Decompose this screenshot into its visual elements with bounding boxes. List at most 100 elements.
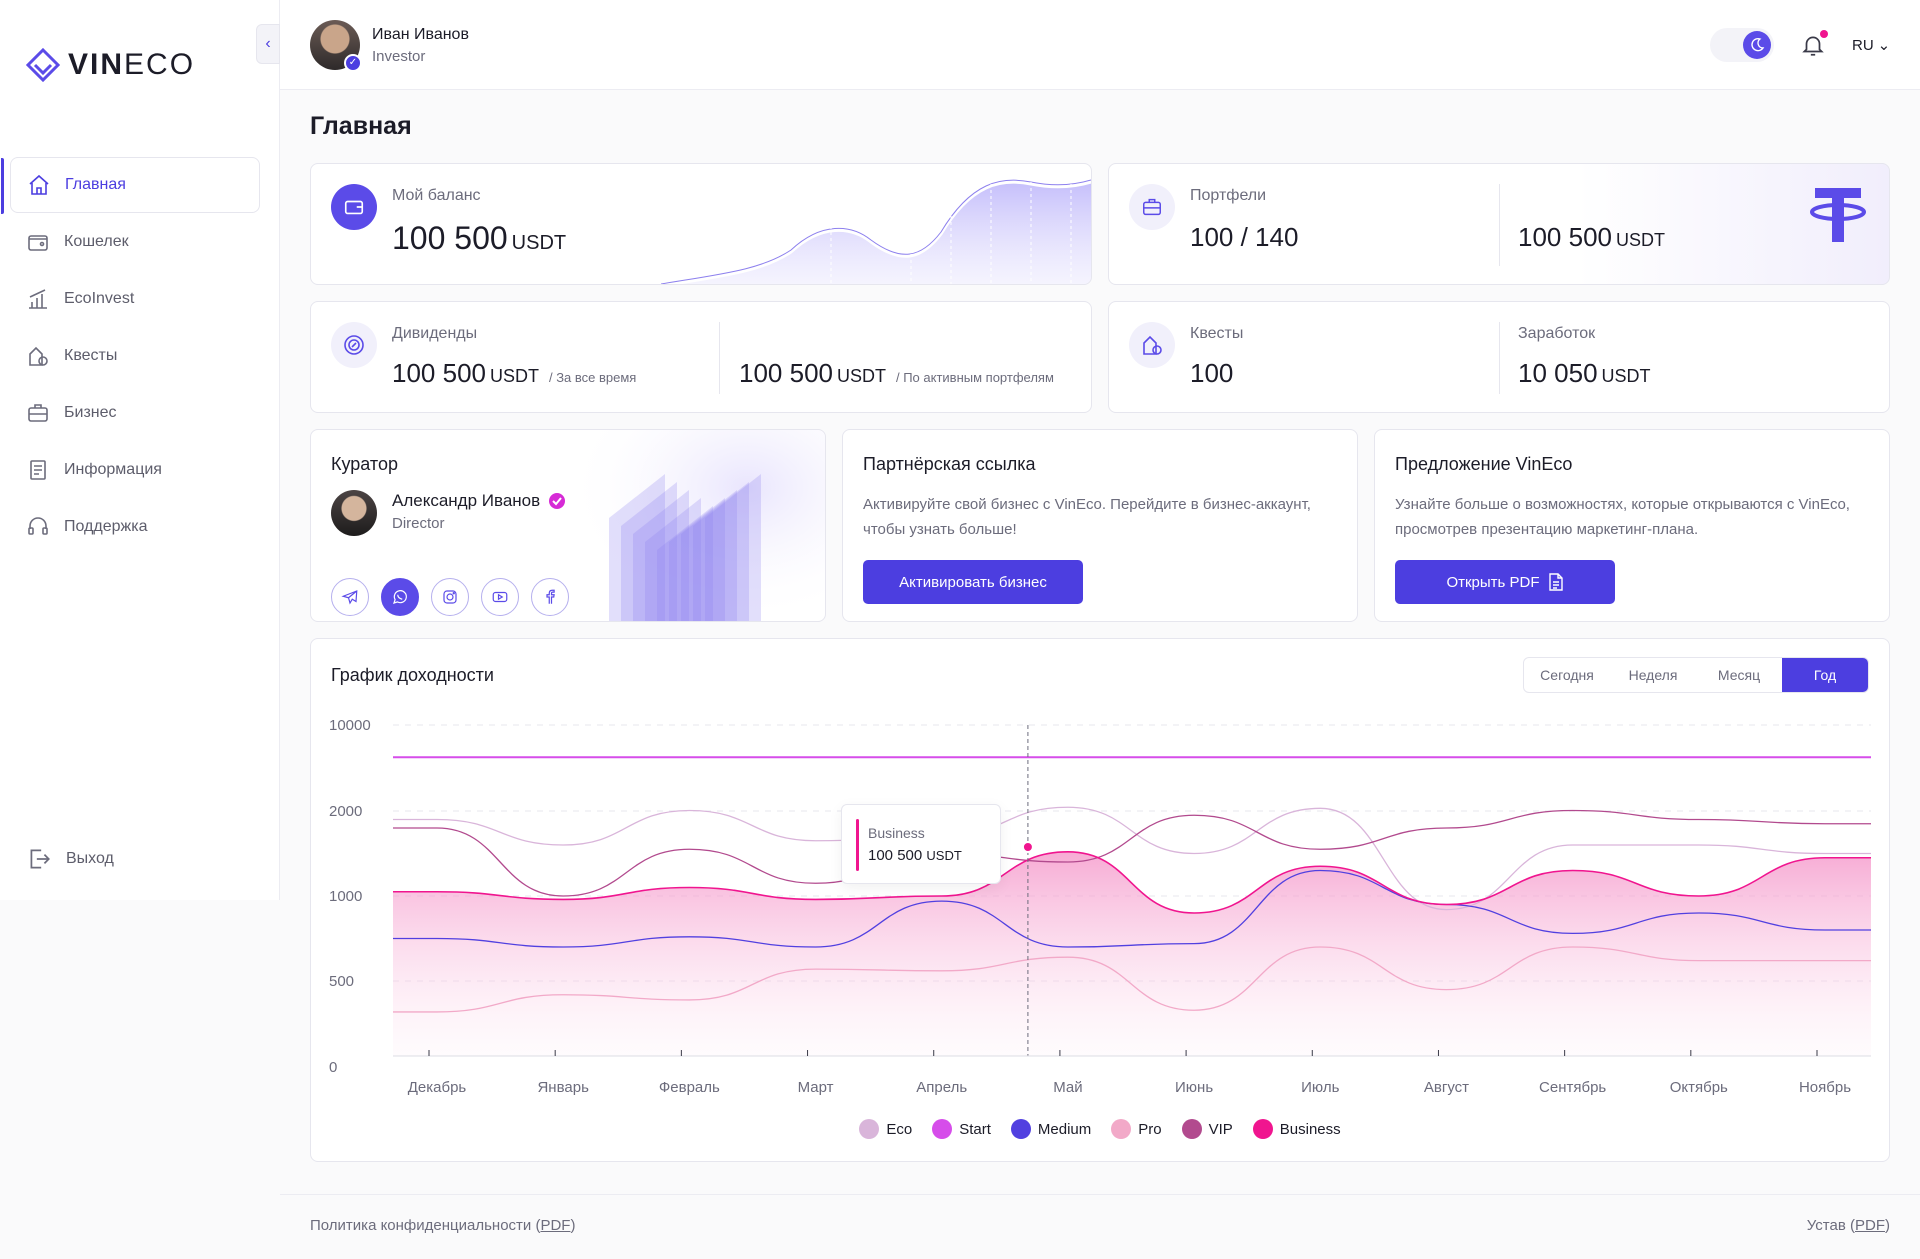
sidebar-item-ecoinvest[interactable]: EcoInvest <box>10 271 260 327</box>
instagram-button[interactable] <box>431 578 469 616</box>
user-role: Investor <box>372 47 426 65</box>
series-line-medium <box>393 869 1871 948</box>
youtube-button[interactable] <box>481 578 519 616</box>
briefcase-icon <box>1129 184 1175 230</box>
logout-label: Выход <box>66 850 114 867</box>
earnings-value: 10 050 USDT <box>1518 358 1651 388</box>
quests-label: Квесты <box>1190 325 1244 342</box>
whatsapp-icon <box>393 590 407 604</box>
quests-value: 100 <box>1190 358 1234 388</box>
chevron-down-icon: ⌄ <box>1877 37 1891 54</box>
telegram-icon <box>341 590 358 605</box>
balance-value: 100 500 USDT <box>392 220 567 256</box>
sidebar-item-quests[interactable]: Квесты <box>10 328 260 384</box>
quests-card: Квесты 100 Заработок 10 050 USDT <box>1108 301 1890 413</box>
briefcase-icon <box>28 404 48 422</box>
sidebar-item-label: Поддержка <box>64 518 148 535</box>
period-month[interactable]: Месяц <box>1717 667 1761 683</box>
legend-dot <box>1252 1119 1273 1139</box>
sidebar-nav: Главная Кошелек EcoInvest Квесты Бизнес … <box>1 157 260 556</box>
sidebar-item-business[interactable]: Бизнес <box>10 385 260 441</box>
y-tick-label: 500 <box>329 973 354 990</box>
legend-item-start[interactable]: Start <box>932 1119 991 1139</box>
legend-item-vip[interactable]: VIP <box>1181 1119 1233 1139</box>
curator-avatar <box>331 490 377 536</box>
bell-icon <box>1802 36 1824 56</box>
language-select[interactable]: RU ⌄ <box>1852 36 1891 55</box>
x-tick-label: Май <box>1053 1079 1082 1096</box>
highlight-point[interactable] <box>1021 841 1034 853</box>
logout-button[interactable]: Выход <box>26 846 114 872</box>
header: ✓ Иван Иванов Investor RU ⌄ <box>280 0 1920 90</box>
activate-business-button[interactable]: Активировать бизнес <box>863 560 1083 604</box>
moon-icon <box>1743 31 1771 59</box>
tether-icon <box>1810 188 1866 242</box>
offer-card: Предложение VinEco Узнайте больше о возм… <box>1374 429 1890 622</box>
legend-label: Eco <box>886 1120 913 1138</box>
verified-badge-icon <box>549 493 566 509</box>
earnings-label: Заработок <box>1518 325 1596 342</box>
y-tick-label: 2000 <box>329 803 362 820</box>
legend-dot <box>859 1119 880 1139</box>
x-tick-label: Март <box>798 1079 834 1096</box>
charter-pdf-link[interactable]: PDF <box>1855 1217 1885 1234</box>
series-line-business <box>392 850 1871 914</box>
sidebar-item-information[interactable]: Информация <box>10 442 260 498</box>
period-year[interactable]: Год <box>1782 658 1868 692</box>
dividends-label: Дивиденды <box>392 325 478 342</box>
balance-sparkline <box>661 178 1091 284</box>
tooltip-series-name: Business <box>868 825 925 841</box>
notifications-button[interactable] <box>1800 30 1828 63</box>
theme-toggle[interactable] <box>1710 28 1774 62</box>
sidebar-item-wallet[interactable]: Кошелек <box>10 214 260 270</box>
charter-link[interactable]: Устав (PDF) <box>1806 1217 1890 1234</box>
offer-text: Узнайте больше о возможностях, которые о… <box>1395 496 1850 538</box>
period-week[interactable]: Неделя <box>1628 667 1678 683</box>
sidebar: VINECO ‹ Главная Кошелек EcoInvest Квест… <box>0 0 280 900</box>
logo[interactable]: VINECO <box>26 48 195 82</box>
legend-item-pro[interactable]: Pro <box>1111 1119 1162 1139</box>
privacy-policy-link[interactable]: Политика конфиденциальности (PDF) <box>310 1217 576 1234</box>
telegram-button[interactable] <box>331 578 369 616</box>
sidebar-item-home[interactable]: Главная <box>1 157 260 214</box>
legend-dot <box>932 1119 953 1139</box>
sidebar-item-label: Кошелек <box>64 233 129 250</box>
series-line-pro <box>392 946 1871 1013</box>
series-line-eco <box>393 806 1871 911</box>
document-icon <box>30 460 46 480</box>
privacy-pdf-link[interactable]: PDF <box>540 1217 571 1234</box>
dividends-total: 100 500 USDT / За все время <box>392 358 637 388</box>
curator-decoration <box>565 430 825 621</box>
y-tick-label: 10000 <box>329 717 371 734</box>
page-title: Главная <box>310 112 412 140</box>
chevron-left-icon: ‹ <box>265 35 271 52</box>
logo-text: VINECO <box>68 48 196 81</box>
x-tick-label: Январь <box>537 1079 589 1096</box>
open-pdf-label: Открыть PDF <box>1446 573 1540 591</box>
offer-title: Предложение VinEco <box>1395 454 1573 474</box>
quest-icon <box>1129 322 1175 368</box>
legend-item-business[interactable]: Business <box>1252 1119 1341 1139</box>
pdf-file-icon <box>1548 573 1563 591</box>
sidebar-item-support[interactable]: Поддержка <box>10 499 260 555</box>
chart-tooltip: Business 100 500 USDT <box>841 804 1001 884</box>
legend-label: Medium <box>1037 1120 1092 1138</box>
collapse-sidebar-button[interactable]: ‹ <box>256 24 280 64</box>
dividend-icon <box>331 322 377 368</box>
user-profile[interactable]: ✓ Иван Иванов Investor <box>310 20 469 72</box>
whatsapp-button[interactable] <box>381 578 419 616</box>
series-area-business <box>393 851 1871 1056</box>
quest-icon <box>29 346 48 366</box>
legend-item-eco[interactable]: Eco <box>859 1119 912 1139</box>
logout-icon <box>30 849 50 869</box>
facebook-button[interactable] <box>531 578 569 616</box>
open-pdf-button[interactable]: Открыть PDF <box>1395 560 1615 604</box>
balance-card: Мой баланс 100 500 USDT <box>310 163 1092 285</box>
user-name: Иван Иванов <box>372 25 469 43</box>
x-tick-label: Август <box>1424 1079 1469 1096</box>
legend-item-medium[interactable]: Medium <box>1010 1119 1092 1139</box>
legend-label: Pro <box>1138 1120 1162 1138</box>
y-tick-label: 1000 <box>329 888 362 905</box>
x-tick-label: Сентябрь <box>1539 1079 1606 1096</box>
period-today[interactable]: Сегодня <box>1540 667 1594 683</box>
